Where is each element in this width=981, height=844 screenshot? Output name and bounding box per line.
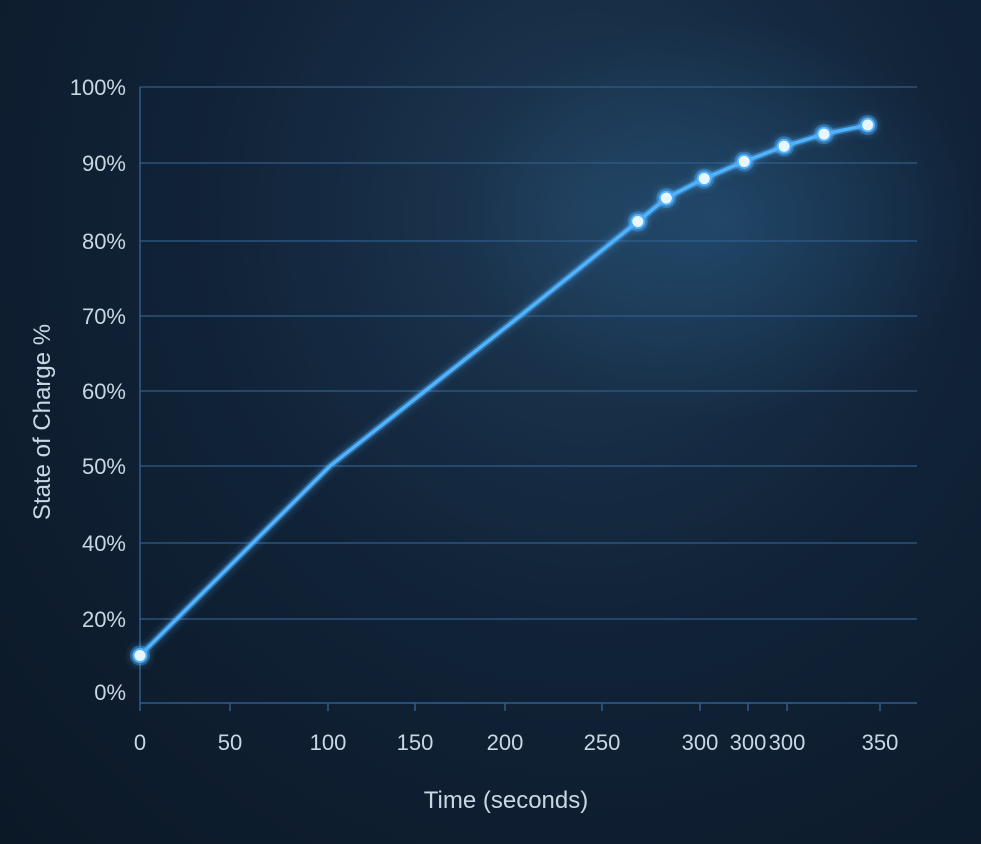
series	[130, 115, 878, 666]
x-tick-label: 200	[487, 730, 524, 755]
axes	[139, 87, 917, 711]
series-line	[138, 123, 870, 658]
x-tick-label: 0	[134, 730, 146, 755]
data-point	[860, 117, 876, 133]
data-point	[658, 190, 674, 206]
y-tick-label: 60%	[82, 379, 126, 404]
background-glow	[460, 20, 980, 420]
x-axis-title: Time (seconds)	[424, 787, 588, 814]
y-tick-label: 80%	[82, 229, 126, 254]
data-point	[736, 153, 752, 169]
data-point	[696, 171, 712, 187]
x-tick-label: 350	[862, 730, 899, 755]
x-tick-label: 150	[397, 730, 434, 755]
data-point	[816, 126, 832, 142]
data-point	[630, 214, 646, 229]
x-tick-label: 50	[218, 730, 242, 755]
x-tick-label: 300	[730, 730, 767, 755]
tick-labels: 0 50 100 150 200 250 300 300 300 3500%20%40%50%60…	[70, 75, 899, 755]
y-tick-label: 20%	[82, 607, 126, 632]
data-point	[776, 138, 792, 154]
x-tick-label: 300	[682, 730, 719, 755]
y-tick-label: 100%	[70, 75, 126, 100]
x-tick-label: 250	[584, 730, 621, 755]
x-tick-label: 300	[769, 730, 806, 755]
data-point	[132, 648, 148, 663]
x-tick-label: 100	[310, 730, 347, 755]
grid	[140, 86, 917, 620]
y-tick-label: 50%	[82, 454, 126, 479]
y-tick-label: 90%	[82, 151, 126, 176]
y-tick-label: 70%	[82, 304, 126, 329]
y-tick-label: 0%	[94, 680, 126, 705]
y-tick-label: 40%	[82, 531, 126, 556]
y-axis-title: State of Charge %	[29, 324, 56, 520]
